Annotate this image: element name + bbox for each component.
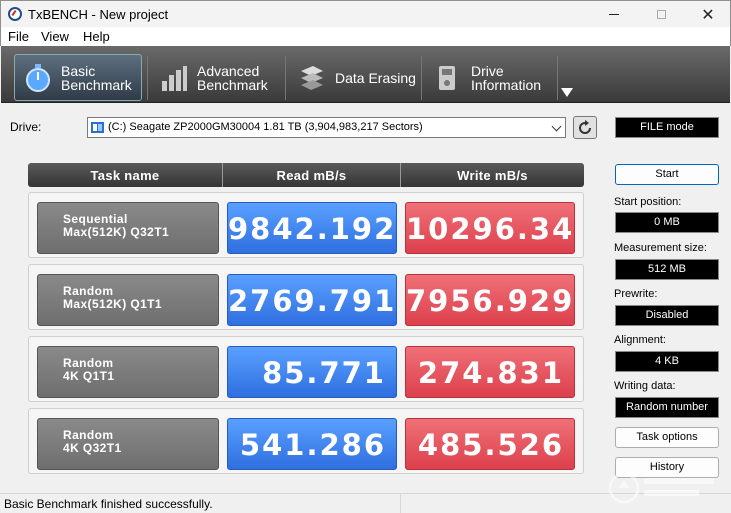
prewrite-label: Prewrite: [614,288,658,300]
read-value: 2769.791 [227,274,397,326]
write-value: 485.526 [405,418,575,470]
minimize-icon [609,14,619,15]
toolbar-divider [147,56,148,100]
task-button[interactable]: Random 4K Q1T1 [37,346,219,398]
alignment-label: Alignment: [614,334,666,346]
drive-icon [91,122,104,133]
write-value: 10296.34 [405,202,575,254]
table-row: Random 4K Q32T1 541.286 485.526 [28,408,584,474]
start-position-field[interactable]: 0 MB [615,212,719,233]
measurement-size-label: Measurement size: [614,242,707,254]
alignment-field[interactable]: 4 KB [615,351,719,372]
tab-advanced-benchmark-label: Advanced Benchmark [197,62,268,93]
refresh-button[interactable] [573,116,597,139]
task-options-button[interactable]: Task options [615,427,719,448]
table-row: Random 4K Q1T1 85.771 274.831 [28,336,584,402]
mode-indicator: FILE mode [615,117,719,138]
table-row: Random Max(512K) Q1T1 2769.791 7956.929 [28,264,584,330]
status-bar: Basic Benchmark finished successfully. [0,493,731,513]
status-text: Basic Benchmark finished successfully. [4,497,213,511]
status-divider [400,494,401,513]
measurement-size-field[interactable]: 512 MB [615,259,719,280]
toolbar-divider [557,56,558,100]
eraser-icon [301,65,323,90]
table-row: Sequential Max(512K) Q32T1 9842.192 1029… [28,192,584,258]
column-header-write: Write mB/s [457,168,528,183]
chevron-down-icon[interactable] [561,88,573,97]
maximize-icon [656,10,666,19]
close-icon: ✕ [701,5,715,24]
tab-advanced-benchmark[interactable]: Advanced Benchmark [151,54,281,101]
window-title: TxBENCH - New project [28,7,169,22]
tab-basic-benchmark-label: Basic Benchmark [61,62,132,93]
read-value: 9842.192 [227,202,397,254]
drive-info-icon [439,65,455,90]
task-button[interactable]: Random Max(512K) Q1T1 [37,274,219,326]
refresh-icon [579,119,591,134]
read-value: 541.286 [227,418,397,470]
write-value: 7956.929 [405,274,575,326]
toolbar-divider [421,56,422,100]
watermark-logo-icon [608,472,714,504]
close-button[interactable]: ✕ [685,1,731,28]
tab-drive-information[interactable]: Drive Information [425,54,555,101]
drive-label: Drive: [10,120,42,134]
minimize-button[interactable] [591,1,637,28]
column-header-task: Task name [90,168,160,183]
stopwatch-icon [26,63,50,92]
start-position-label: Start position: [614,196,682,208]
start-button[interactable]: Start [615,164,719,185]
menu-view[interactable]: View [41,29,69,44]
title-bar: TxBENCH - New project ✕ [0,0,731,27]
write-value: 274.831 [405,346,575,398]
writing-data-field[interactable]: Random number [615,397,719,418]
column-header-read: Read mB/s [276,168,347,183]
maximize-button[interactable] [638,1,684,28]
writing-data-label: Writing data: [614,380,676,392]
results-table-header: Task name Read mB/s Write mB/s [28,163,584,187]
tab-drive-information-label: Drive Information [471,62,542,93]
header-divider [400,163,401,187]
drive-select[interactable]: (C:) Seagate ZP2000GM30004 1.81 TB (3,90… [87,117,566,138]
read-value: 85.771 [227,346,397,398]
tab-data-erasing-label: Data Erasing [335,69,416,86]
drive-select-value: (C:) Seagate ZP2000GM30004 1.81 TB (3,90… [108,121,423,133]
menu-help[interactable]: Help [83,29,110,44]
app-logo-icon [7,7,23,21]
tab-data-erasing[interactable]: Data Erasing [289,54,417,101]
chevron-down-icon [551,121,562,132]
task-button[interactable]: Random 4K Q32T1 [37,418,219,470]
menu-file[interactable]: File [8,29,29,44]
menu-bar: File View Help [0,27,731,46]
task-button[interactable]: Sequential Max(512K) Q32T1 [37,202,219,254]
toolbar: Basic Benchmark Advanced Benchmark Data … [1,46,730,103]
header-divider [222,163,223,187]
toolbar-divider [285,56,286,100]
history-button[interactable]: History [615,457,719,478]
bar-chart-icon [162,65,187,91]
prewrite-field[interactable]: Disabled [615,305,719,326]
tab-basic-benchmark[interactable]: Basic Benchmark [14,54,142,101]
